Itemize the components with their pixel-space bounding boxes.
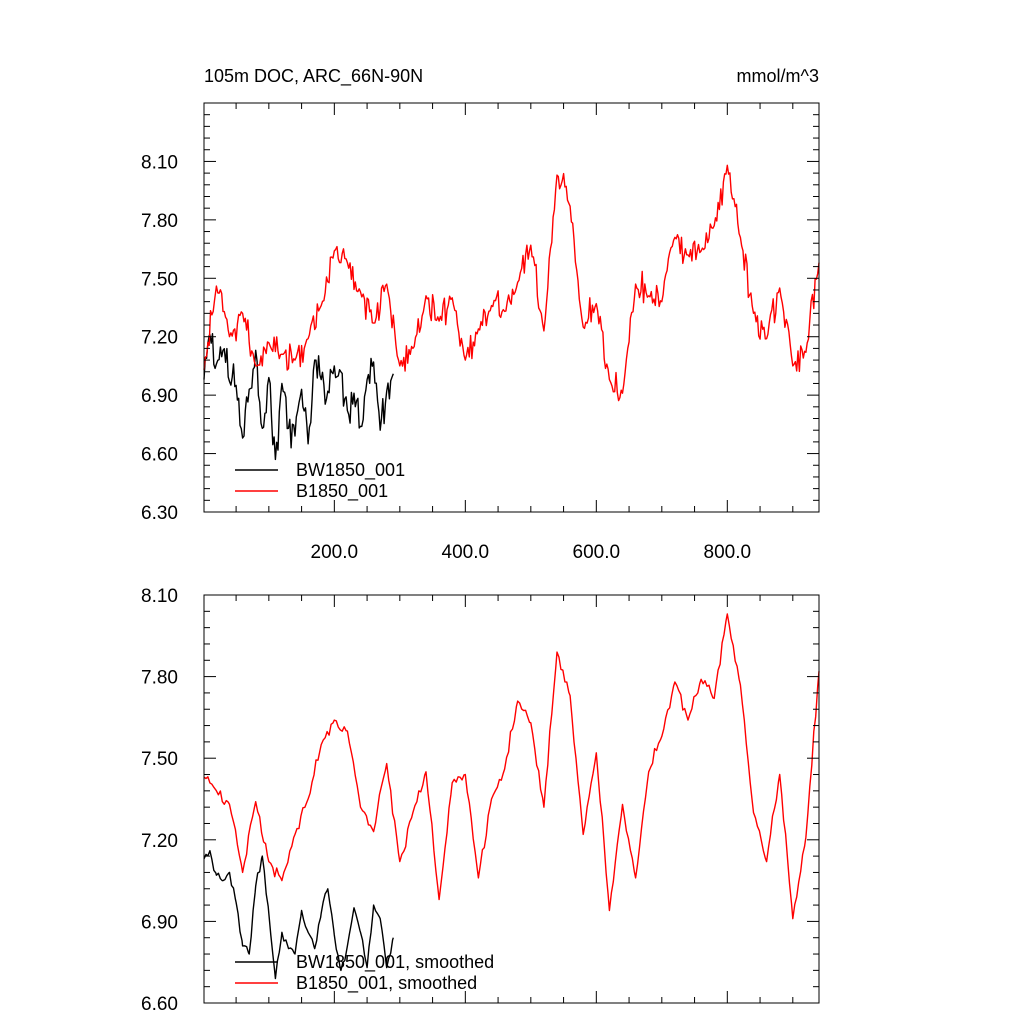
top-panel: 200.0 400.0 600.0 800.0 6.30 6.60 6.90 7.20 7.50… [141, 66, 820, 563]
y-tick-label: 6.30 [141, 503, 178, 524]
legend-label: BW1850_001, smoothed [296, 952, 494, 973]
x-tick-label: 800.0 [704, 542, 752, 563]
y-tick-label: 8.10 [141, 152, 178, 173]
y-tick-label: 7.50 [141, 269, 178, 290]
y-tick-label: 6.90 [141, 912, 178, 933]
y-tick-label: 6.60 [141, 994, 178, 1015]
legend-label: B1850_001 [296, 481, 388, 502]
legend-label: B1850_001, smoothed [296, 973, 477, 994]
chart-title: 105m DOC, ARC_66N-90N [204, 66, 423, 87]
series-line-bw1850 [203, 333, 394, 461]
series-line-b1850 [203, 164, 820, 402]
legend-label: BW1850_001 [296, 460, 405, 481]
y-tick-label: 7.80 [141, 211, 178, 232]
x-tick-label: 200.0 [311, 542, 359, 563]
y-tick-label: 7.20 [141, 831, 178, 852]
x-tick-label: 600.0 [573, 542, 621, 563]
y-tick-label: 7.50 [141, 749, 178, 770]
y-tick-label: 8.10 [141, 586, 178, 607]
y-tick-label: 7.80 [141, 668, 178, 689]
chart-units: mmol/m^3 [737, 66, 819, 86]
y-tick-label: 6.90 [141, 386, 178, 407]
y-tick-label: 7.20 [141, 328, 178, 349]
plot-frame [203, 102, 820, 513]
series-line-bw1850 [203, 850, 394, 980]
plot-frame [203, 594, 820, 1004]
bottom-panel: 6.60 6.90 7.20 7.50 7.80 8.10 BW1850_001, smoo… [141, 586, 820, 1015]
y-tick-label: 6.60 [141, 445, 178, 466]
series-line-b1850 [203, 613, 820, 920]
x-tick-label: 400.0 [442, 542, 490, 563]
